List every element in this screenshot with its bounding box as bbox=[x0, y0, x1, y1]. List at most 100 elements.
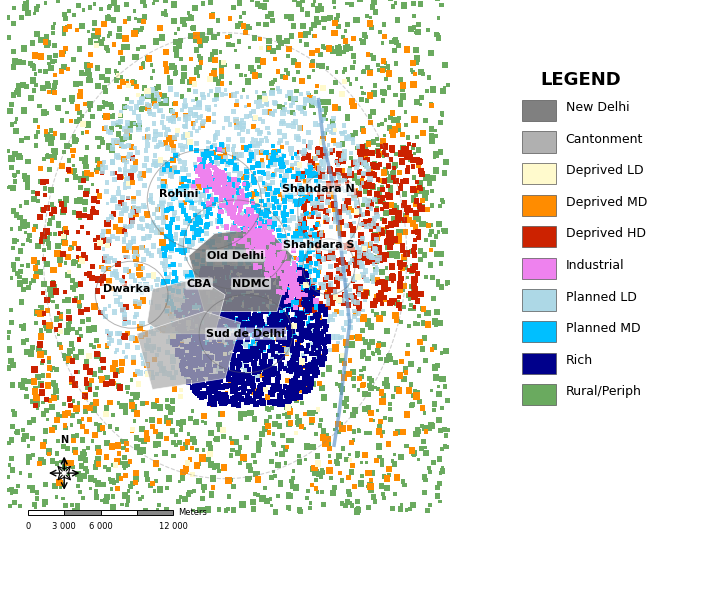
Bar bbox=[300, 292, 305, 297]
Bar bbox=[326, 44, 332, 52]
Bar bbox=[80, 114, 84, 118]
Bar bbox=[417, 314, 421, 318]
Bar bbox=[117, 85, 122, 89]
Bar bbox=[252, 227, 257, 233]
Bar bbox=[180, 366, 186, 372]
Bar bbox=[342, 208, 348, 213]
Bar bbox=[385, 171, 389, 176]
Bar bbox=[311, 228, 314, 231]
Bar bbox=[241, 174, 247, 180]
Bar bbox=[304, 272, 308, 276]
Bar bbox=[276, 158, 280, 162]
Bar bbox=[220, 464, 228, 471]
Bar bbox=[312, 337, 316, 342]
Bar bbox=[357, 0, 363, 2]
Bar bbox=[225, 350, 230, 356]
Bar bbox=[240, 365, 243, 369]
Bar bbox=[52, 43, 57, 48]
Bar bbox=[232, 373, 238, 379]
Bar bbox=[387, 356, 392, 362]
Bar bbox=[14, 121, 18, 125]
Bar bbox=[319, 284, 325, 290]
Bar bbox=[397, 216, 402, 221]
Bar bbox=[157, 503, 161, 507]
Bar bbox=[73, 298, 77, 303]
Bar bbox=[264, 240, 269, 245]
Bar bbox=[372, 172, 377, 177]
Bar bbox=[125, 385, 130, 390]
Bar bbox=[73, 168, 77, 173]
Bar bbox=[94, 422, 98, 426]
Bar bbox=[252, 219, 257, 224]
Bar bbox=[167, 418, 173, 424]
Bar bbox=[339, 186, 343, 191]
Bar bbox=[226, 194, 230, 197]
Bar bbox=[223, 187, 228, 193]
Bar bbox=[309, 261, 313, 265]
Bar bbox=[186, 361, 191, 366]
Bar bbox=[226, 345, 231, 351]
Bar bbox=[129, 402, 135, 409]
Bar bbox=[370, 235, 376, 241]
Bar bbox=[326, 181, 333, 189]
FancyBboxPatch shape bbox=[521, 353, 556, 374]
Bar bbox=[219, 175, 223, 180]
Bar bbox=[237, 295, 243, 301]
Bar bbox=[397, 506, 403, 512]
Bar bbox=[362, 406, 368, 412]
Bar bbox=[150, 76, 154, 80]
Bar bbox=[362, 247, 368, 253]
Bar bbox=[397, 260, 403, 266]
Bar bbox=[311, 362, 316, 367]
Bar bbox=[242, 271, 246, 275]
Bar bbox=[174, 433, 178, 436]
Bar bbox=[225, 391, 228, 395]
Bar bbox=[115, 236, 120, 241]
Bar bbox=[332, 318, 336, 321]
Text: Dwarka: Dwarka bbox=[103, 284, 150, 294]
Bar bbox=[240, 196, 245, 202]
Bar bbox=[141, 458, 145, 463]
Bar bbox=[225, 288, 229, 292]
Bar bbox=[304, 233, 307, 237]
Bar bbox=[34, 31, 40, 37]
Bar bbox=[265, 372, 271, 378]
Bar bbox=[381, 256, 387, 262]
Bar bbox=[82, 496, 85, 500]
Bar bbox=[262, 291, 267, 295]
Bar bbox=[271, 349, 275, 354]
Bar bbox=[144, 436, 149, 442]
Bar bbox=[311, 173, 315, 177]
Bar bbox=[292, 270, 296, 275]
Bar bbox=[144, 345, 150, 351]
Bar bbox=[357, 225, 361, 230]
Bar bbox=[120, 307, 126, 313]
Bar bbox=[316, 356, 321, 362]
Bar bbox=[245, 257, 250, 263]
Bar bbox=[272, 248, 276, 253]
Bar bbox=[255, 100, 258, 104]
Bar bbox=[12, 500, 16, 505]
Bar bbox=[378, 257, 383, 263]
Bar bbox=[348, 288, 351, 292]
Bar bbox=[225, 209, 229, 213]
Bar bbox=[365, 356, 370, 361]
Bar bbox=[254, 222, 257, 226]
Bar bbox=[133, 146, 137, 149]
Bar bbox=[255, 340, 261, 346]
Bar bbox=[124, 132, 129, 138]
Bar bbox=[137, 174, 141, 178]
Bar bbox=[316, 407, 320, 412]
Bar bbox=[274, 325, 277, 329]
Bar bbox=[144, 148, 149, 153]
Bar bbox=[183, 295, 187, 299]
Bar bbox=[286, 421, 292, 428]
Bar bbox=[114, 272, 119, 278]
Bar bbox=[190, 346, 195, 352]
Bar bbox=[245, 310, 250, 315]
Bar bbox=[270, 247, 274, 251]
Bar bbox=[97, 344, 101, 349]
Bar bbox=[343, 39, 348, 44]
Bar bbox=[229, 199, 233, 203]
Bar bbox=[178, 263, 182, 267]
